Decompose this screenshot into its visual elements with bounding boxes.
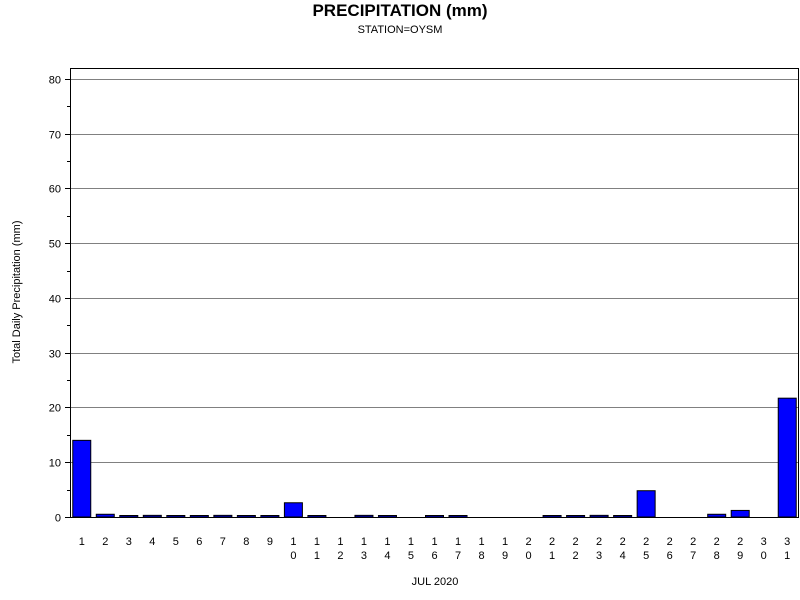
bar-day-22 xyxy=(566,515,586,518)
y-tick-label: 0 xyxy=(55,513,61,525)
x-tick-label: 9 xyxy=(267,536,273,548)
bars xyxy=(72,397,797,518)
x-tick-label: 8 xyxy=(243,536,249,548)
grid-lines xyxy=(70,79,799,463)
bar-day-1 xyxy=(72,439,92,518)
bar-day-6 xyxy=(189,515,209,518)
y-tick-labels: 0 10 20 30 40 50 60 70 80 xyxy=(49,75,61,525)
y-tick-label: 30 xyxy=(49,349,61,361)
bar-day-24 xyxy=(613,515,633,518)
x-tick-label: 7 xyxy=(220,536,226,548)
x-tick-labels: 1 2 3 4 5 6 7 8 9 1 01 11 21 31 41 51 61 71 81 92 02 12 22 32 42… xyxy=(79,536,791,562)
bar-day-10 xyxy=(283,502,303,518)
x-axis-label: JUL 2020 xyxy=(411,576,459,588)
x-tick-label: 1 xyxy=(79,536,85,548)
chart-title: PRECIPITATION (mm) xyxy=(312,1,488,20)
y-tick-label: 60 xyxy=(49,184,61,196)
bar-day-11 xyxy=(307,515,327,518)
bar-day-7 xyxy=(213,514,233,518)
bar-day-3 xyxy=(119,515,139,518)
bar-day-28 xyxy=(707,513,727,518)
bar-day-16 xyxy=(425,515,444,518)
bar-day-31 xyxy=(777,397,797,518)
y-tick-label: 70 xyxy=(49,130,61,142)
x-tick-label: 3 xyxy=(126,536,132,548)
bar-day-25 xyxy=(636,490,656,518)
bar-day-4 xyxy=(142,514,162,518)
bar-day-2 xyxy=(95,513,115,518)
bar-day-29 xyxy=(730,509,750,518)
y-tick-label: 20 xyxy=(49,403,61,415)
chart-subtitle: STATION=OYSM xyxy=(357,24,443,36)
x-tick-label: 6 xyxy=(196,536,202,548)
x-tick-label: 4 xyxy=(149,536,155,548)
x-tick-label: 5 xyxy=(173,536,179,548)
axes xyxy=(65,68,799,518)
bar-day-21 xyxy=(542,515,562,518)
y-tick-label: 50 xyxy=(49,239,61,251)
x-tick-label: 2 xyxy=(102,536,108,548)
bar-day-17 xyxy=(448,515,468,518)
bar-day-23 xyxy=(589,514,609,518)
bar-day-5 xyxy=(166,515,186,518)
bar-day-8 xyxy=(236,515,256,518)
y-tick-label: 40 xyxy=(49,294,61,306)
bar-day-9 xyxy=(260,515,280,518)
y-tick-label: 80 xyxy=(49,75,61,87)
plot-frame xyxy=(70,68,799,518)
y-tick-label: 10 xyxy=(49,458,61,470)
bar-day-14 xyxy=(377,515,397,518)
bar-day-13 xyxy=(354,514,374,518)
